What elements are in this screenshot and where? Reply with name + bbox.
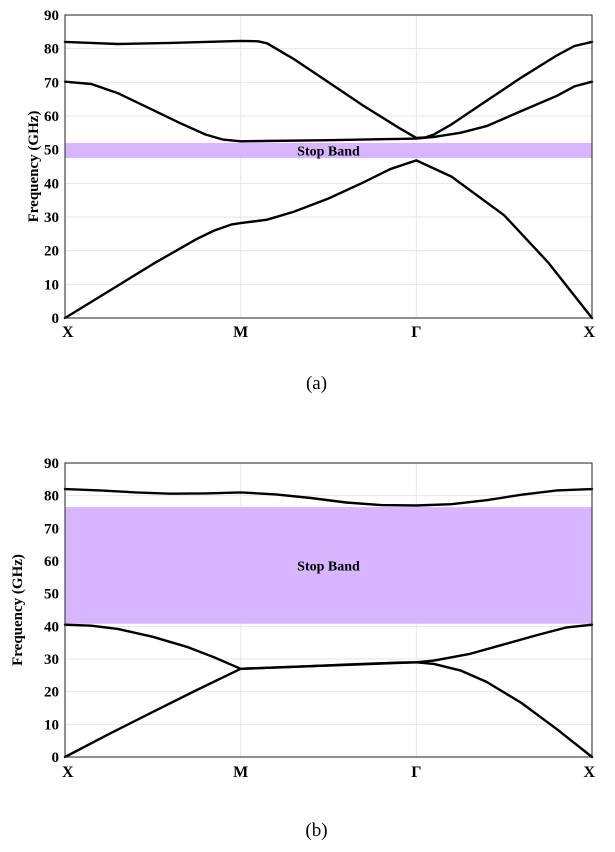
- dispersion-curve-2: [63, 623, 594, 670]
- y-tick-label: 30: [44, 210, 59, 226]
- y-tick-label: 50: [44, 143, 59, 159]
- y-axis-title: Frequency (GHz): [26, 111, 42, 223]
- y-tick-label: 50: [44, 587, 59, 603]
- plot-frame: [64, 14, 593, 319]
- y-axis-title: Frequency (GHz): [10, 554, 26, 666]
- y-tick-label: 10: [44, 277, 59, 293]
- y-tick-label: 20: [44, 685, 59, 701]
- stop-band-label: Stop Band: [297, 559, 360, 574]
- y-tick-label: 10: [44, 717, 59, 733]
- y-tick-label: 90: [44, 8, 59, 24]
- chart-panel-2: Stop Band 0 10 20 30 40 50 60 70 80 90 X M Γ X Frequenc…: [10, 456, 595, 841]
- y-tick-label: 90: [44, 456, 59, 472]
- y-tick-label: 70: [44, 521, 59, 537]
- dispersion-curve-2: [63, 80, 594, 143]
- stop-band-label: Stop Band: [297, 145, 360, 160]
- y-tick-label: 30: [44, 652, 59, 668]
- dispersion-curve-3: [63, 487, 594, 507]
- x-tick-label: Γ: [411, 764, 421, 781]
- x-tick-label: M: [233, 324, 248, 341]
- y-tick-label: 40: [44, 619, 59, 635]
- panel-caption: (a): [306, 373, 327, 394]
- plot-frame: [64, 462, 593, 758]
- y-tick-label: 40: [44, 176, 59, 192]
- y-tick-label: 60: [44, 554, 59, 570]
- x-tick-label: X: [62, 324, 74, 341]
- y-tick-label: 0: [52, 750, 60, 766]
- y-tick-label: 0: [52, 311, 60, 327]
- y-tick-label: 60: [44, 109, 59, 125]
- x-tick-label: X: [583, 764, 595, 781]
- dispersion-curve-1: [63, 661, 594, 759]
- x-tick-label: Γ: [411, 324, 421, 341]
- dispersion-curve-1: [63, 159, 594, 320]
- panel-caption: (b): [305, 820, 327, 841]
- x-tick-label: X: [62, 764, 74, 781]
- y-tick-label: 70: [44, 75, 59, 91]
- x-tick-label: M: [233, 764, 248, 781]
- y-tick-label: 80: [44, 42, 59, 58]
- y-tick-label: 80: [44, 489, 59, 505]
- dispersion-curve-3: [63, 39, 594, 140]
- stop-band-region: [65, 507, 592, 624]
- x-tick-label: X: [583, 324, 595, 341]
- y-tick-label: 20: [44, 244, 59, 260]
- chart-panel-1: Stop Band 0 10 20 30 40 50 60 70 80 90 X M Γ X Frequenc…: [26, 8, 595, 394]
- stop-band-region: [65, 142, 592, 159]
